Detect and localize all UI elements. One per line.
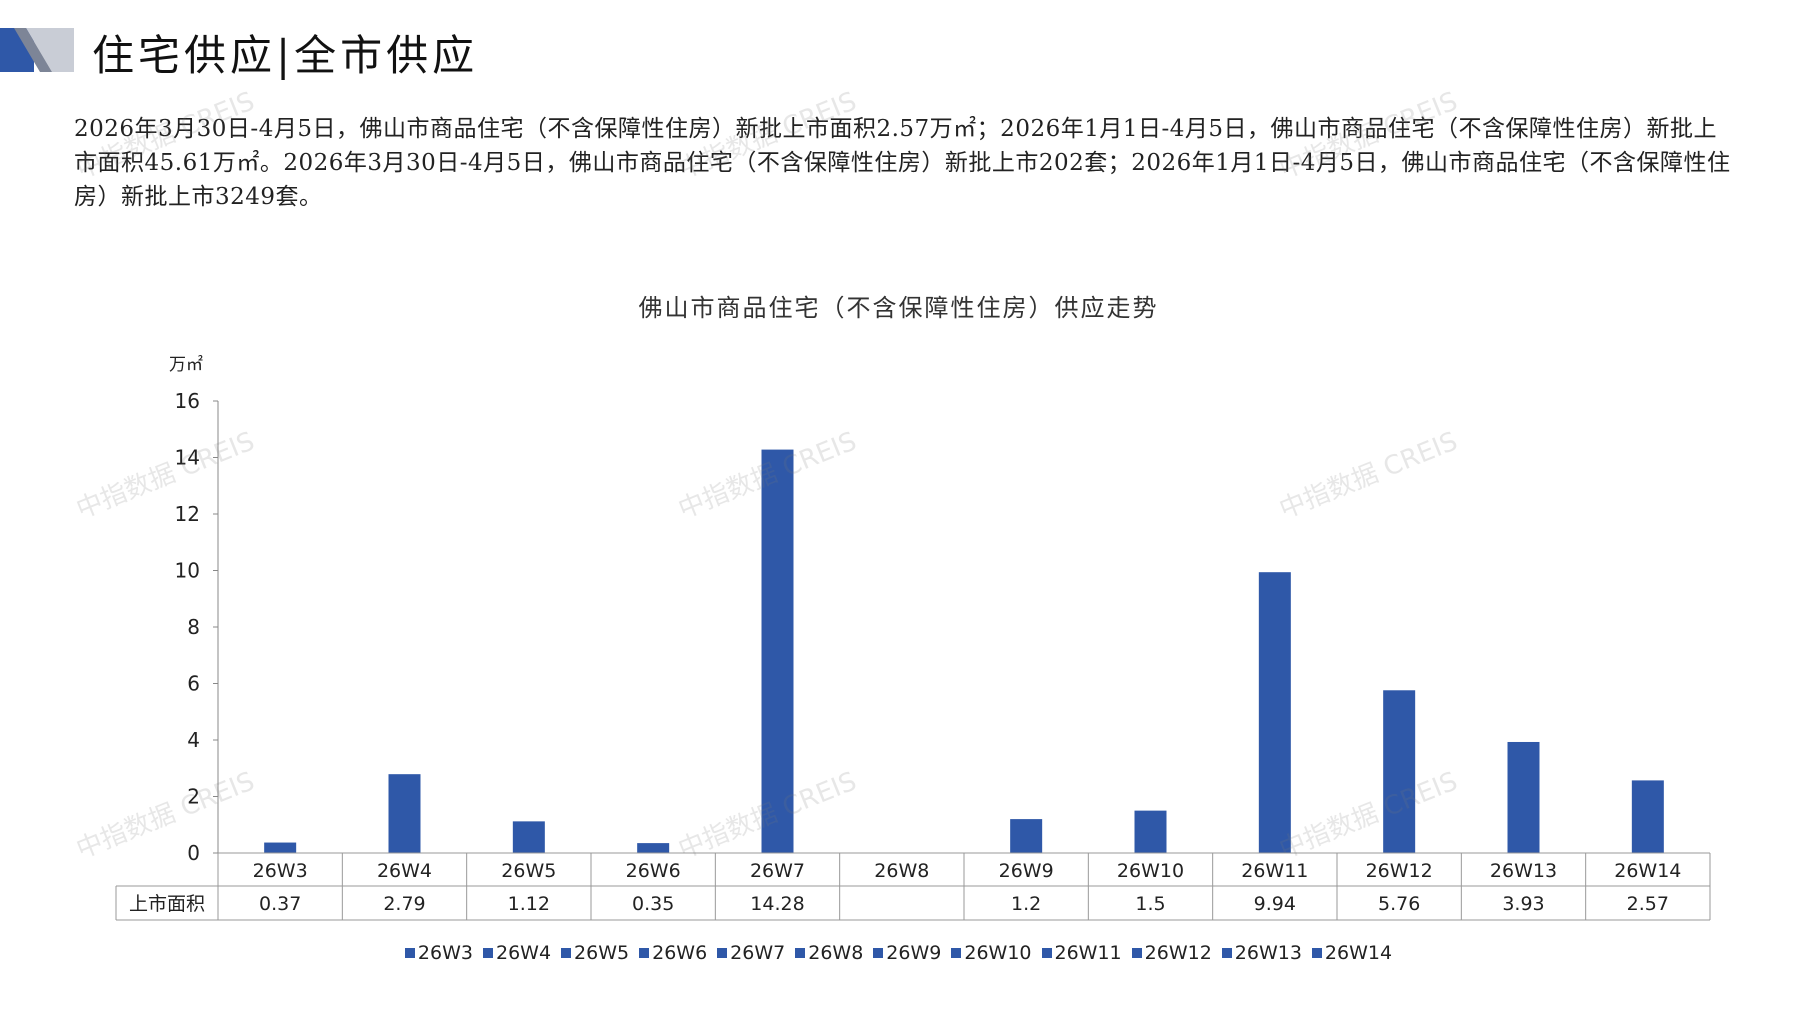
legend-item-26W13: 26W13 — [1221, 942, 1302, 964]
bar-26W14 — [1631, 780, 1664, 853]
x-tick-label-26W3: 26W3 — [253, 860, 308, 882]
chart-title: 佛山市商品住宅（不含保障性住房）供应走势 — [638, 294, 1159, 322]
legend-item-26W5: 26W5 — [561, 942, 629, 964]
y-tick-label: 16 — [175, 389, 200, 413]
x-tick-label-26W5: 26W5 — [501, 860, 556, 882]
x-tick-label-26W7: 26W7 — [750, 860, 805, 882]
watermark-5: 中指数据 CREIS — [674, 426, 861, 526]
data-label-26W6: 0.35 — [632, 893, 674, 915]
watermark-6: 中指数据 CREIS — [1275, 426, 1462, 526]
legend-swatch — [1041, 948, 1052, 958]
watermark-7: 中指数据 CREIS — [72, 766, 259, 866]
bar-26W7 — [761, 449, 794, 853]
bar-26W11 — [1258, 572, 1291, 853]
legend-label: 26W10 — [964, 942, 1032, 964]
legend-label: 26W13 — [1234, 942, 1302, 964]
legend-item-26W8: 26W8 — [795, 942, 863, 964]
x-tick-label-26W4: 26W4 — [377, 860, 432, 882]
legend-swatch — [404, 948, 415, 958]
legend-swatch — [561, 948, 572, 958]
x-tick-label-26W6: 26W6 — [626, 860, 681, 882]
legend-label: 26W7 — [730, 942, 786, 964]
watermark-8: 中指数据 CREIS — [674, 766, 861, 866]
bar-26W10 — [1134, 810, 1167, 853]
data-label-26W10: 1.5 — [1135, 893, 1165, 915]
y-tick-label: 6 — [187, 672, 200, 696]
legend-item-26W3: 26W3 — [404, 942, 473, 964]
legend-item-26W7: 26W7 — [717, 942, 785, 964]
brand-logo-mark — [0, 28, 74, 72]
watermark-4: 中指数据 CREIS — [72, 426, 259, 526]
legend-swatch — [1131, 948, 1142, 958]
legend-swatch — [951, 948, 962, 958]
data-label-26W14: 2.57 — [1627, 893, 1669, 915]
bar-26W4 — [388, 774, 421, 853]
bar-26W3 — [264, 842, 297, 853]
chart-legend: 26W3 26W4 26W5 26W6 26W7 26W8 26W9 26W10 26W11 26… — [0, 942, 1797, 964]
bar-26W6 — [637, 843, 670, 853]
legend-label: 26W5 — [574, 942, 630, 964]
legend-swatch — [873, 948, 884, 958]
data-label-26W7: 14.28 — [750, 893, 804, 915]
legend-item-26W6: 26W6 — [639, 942, 707, 964]
x-tick-label-26W8: 26W8 — [874, 860, 929, 882]
legend-label: 26W3 — [417, 942, 473, 964]
legend-item-26W9: 26W9 — [873, 942, 941, 964]
legend-label: 26W11 — [1054, 942, 1122, 964]
legend-item-26W10: 26W10 — [951, 942, 1032, 964]
x-tick-label-26W11: 26W11 — [1241, 860, 1308, 882]
data-label-26W12: 5.76 — [1378, 893, 1420, 915]
bar-26W12 — [1383, 690, 1416, 853]
watermark-9: 中指数据 CREIS — [1275, 766, 1462, 866]
legend-swatch — [639, 948, 650, 958]
data-label-26W4: 2.79 — [383, 893, 425, 915]
y-tick-label: 14 — [175, 446, 200, 470]
legend-label: 26W4 — [495, 942, 552, 964]
legend-item-26W4: 26W4 — [482, 942, 552, 964]
bar-26W5 — [512, 821, 545, 853]
table-row-label: 上市面积 — [129, 893, 205, 915]
summary-paragraph: 2026年3月30日-4月5日，佛山市商品住宅（不含保障性住房）新批上市面积2.… — [74, 116, 1731, 210]
y-tick-label: 0 — [187, 841, 200, 865]
bar-26W13 — [1507, 741, 1540, 853]
legend-label: 26W6 — [652, 942, 708, 964]
data-label-26W11: 9.94 — [1254, 893, 1296, 915]
data-label-26W3: 0.37 — [259, 893, 301, 915]
legend-item-26W14: 26W14 — [1311, 942, 1393, 964]
legend-label: 26W12 — [1144, 942, 1212, 964]
page-title: 住宅供应|全市供应 — [92, 31, 479, 80]
y-tick-label: 10 — [175, 559, 200, 583]
data-label-26W5: 1.12 — [508, 893, 550, 915]
bar-26W9 — [1010, 819, 1043, 853]
y-tick-label: 8 — [187, 615, 200, 639]
legend-label: 26W9 — [886, 942, 942, 964]
x-tick-label-26W14: 26W14 — [1614, 860, 1681, 882]
legend-swatch — [717, 948, 728, 958]
y-tick-label: 2 — [187, 785, 200, 809]
y-tick-label: 4 — [187, 728, 200, 752]
data-label-26W9: 1.2 — [1011, 893, 1041, 915]
x-tick-label-26W13: 26W13 — [1490, 860, 1557, 882]
y-axis-unit-label: 万㎡ — [169, 355, 203, 375]
y-tick-label: 12 — [175, 502, 200, 526]
legend-item-26W12: 26W12 — [1131, 942, 1212, 964]
legend-swatch — [795, 948, 806, 958]
data-label-26W13: 3.93 — [1502, 893, 1544, 915]
x-tick-label-26W10: 26W10 — [1117, 860, 1184, 882]
legend-label: 26W14 — [1324, 942, 1393, 964]
legend-swatch — [1221, 948, 1232, 958]
legend-swatch — [1311, 948, 1322, 958]
x-tick-label-26W9: 26W9 — [999, 860, 1054, 882]
legend-swatch — [482, 948, 493, 958]
legend-item-26W11: 26W11 — [1041, 942, 1122, 964]
legend-label: 26W8 — [808, 942, 864, 964]
x-tick-label-26W12: 26W12 — [1366, 860, 1433, 882]
